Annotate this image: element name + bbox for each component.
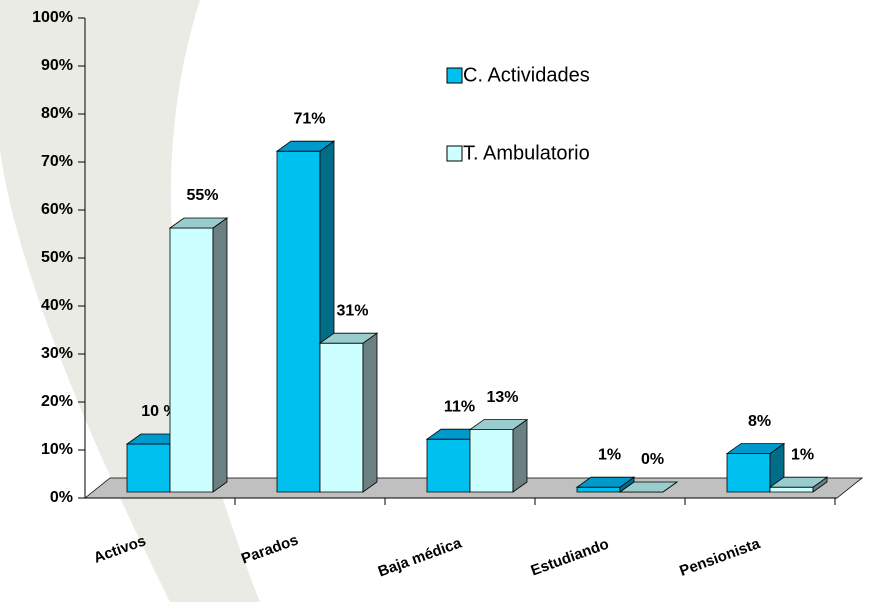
legend-swatch bbox=[446, 145, 463, 162]
y-tick-label: 90% bbox=[41, 57, 73, 74]
legend-swatch bbox=[446, 67, 463, 84]
bar-front bbox=[469, 429, 514, 493]
bar-front bbox=[319, 342, 364, 493]
x-tick-label: Activos bbox=[91, 532, 148, 567]
bar-side bbox=[212, 217, 228, 493]
y-tick-label: 40% bbox=[41, 297, 73, 314]
y-tick-label: 70% bbox=[41, 153, 73, 170]
y-tick-label: 80% bbox=[41, 105, 73, 122]
y-tick-label: 10% bbox=[41, 441, 73, 458]
value-label: 11% bbox=[444, 398, 475, 415]
bar-front bbox=[126, 443, 171, 493]
y-tick-label: 30% bbox=[41, 345, 73, 362]
value-label: 55% bbox=[186, 187, 218, 204]
value-label: 71% bbox=[293, 110, 325, 127]
x-tick-label: Estudiando bbox=[529, 536, 612, 580]
bar-top bbox=[275, 140, 336, 152]
x-tick-label: Baja médica bbox=[376, 534, 465, 580]
bar-front bbox=[426, 438, 471, 493]
y-tick-label: 50% bbox=[41, 249, 73, 266]
bar-front bbox=[576, 486, 621, 493]
y-tick-label: 0% bbox=[50, 489, 73, 506]
bar-front bbox=[769, 486, 814, 493]
bar-top bbox=[725, 443, 786, 454]
bar-front bbox=[726, 453, 771, 493]
bar bbox=[468, 418, 529, 493]
value-label: 1% bbox=[598, 446, 621, 463]
bar-side bbox=[512, 418, 528, 493]
legend-label: T. Ambulatorio bbox=[463, 142, 590, 164]
bar-front bbox=[276, 150, 321, 493]
bar-top bbox=[468, 419, 529, 430]
y-tick-label: 60% bbox=[41, 201, 73, 218]
bar-side bbox=[362, 332, 378, 493]
bar-top bbox=[575, 476, 636, 488]
bar-top bbox=[318, 332, 379, 344]
value-label: 1% bbox=[791, 446, 814, 463]
y-tick-label: 100% bbox=[32, 9, 73, 26]
legend-label: C. Actividades bbox=[463, 64, 590, 86]
x-tick-label: Pensionista bbox=[677, 535, 763, 580]
bar-top bbox=[618, 481, 679, 493]
value-label: 31% bbox=[336, 302, 368, 319]
bar bbox=[168, 217, 229, 493]
bar-top bbox=[768, 476, 829, 488]
x-tick-label: Parados bbox=[239, 531, 300, 567]
bar bbox=[618, 481, 679, 493]
value-label: 0% bbox=[641, 451, 664, 468]
value-label: 13% bbox=[486, 389, 518, 406]
y-tick-label: 20% bbox=[41, 393, 73, 410]
bar bbox=[768, 476, 829, 493]
bar bbox=[318, 332, 379, 493]
bar bbox=[575, 476, 636, 493]
bar-top bbox=[168, 217, 229, 229]
value-label: 10 % bbox=[141, 403, 177, 420]
bar-front bbox=[169, 227, 214, 493]
value-label: 8% bbox=[748, 413, 771, 430]
